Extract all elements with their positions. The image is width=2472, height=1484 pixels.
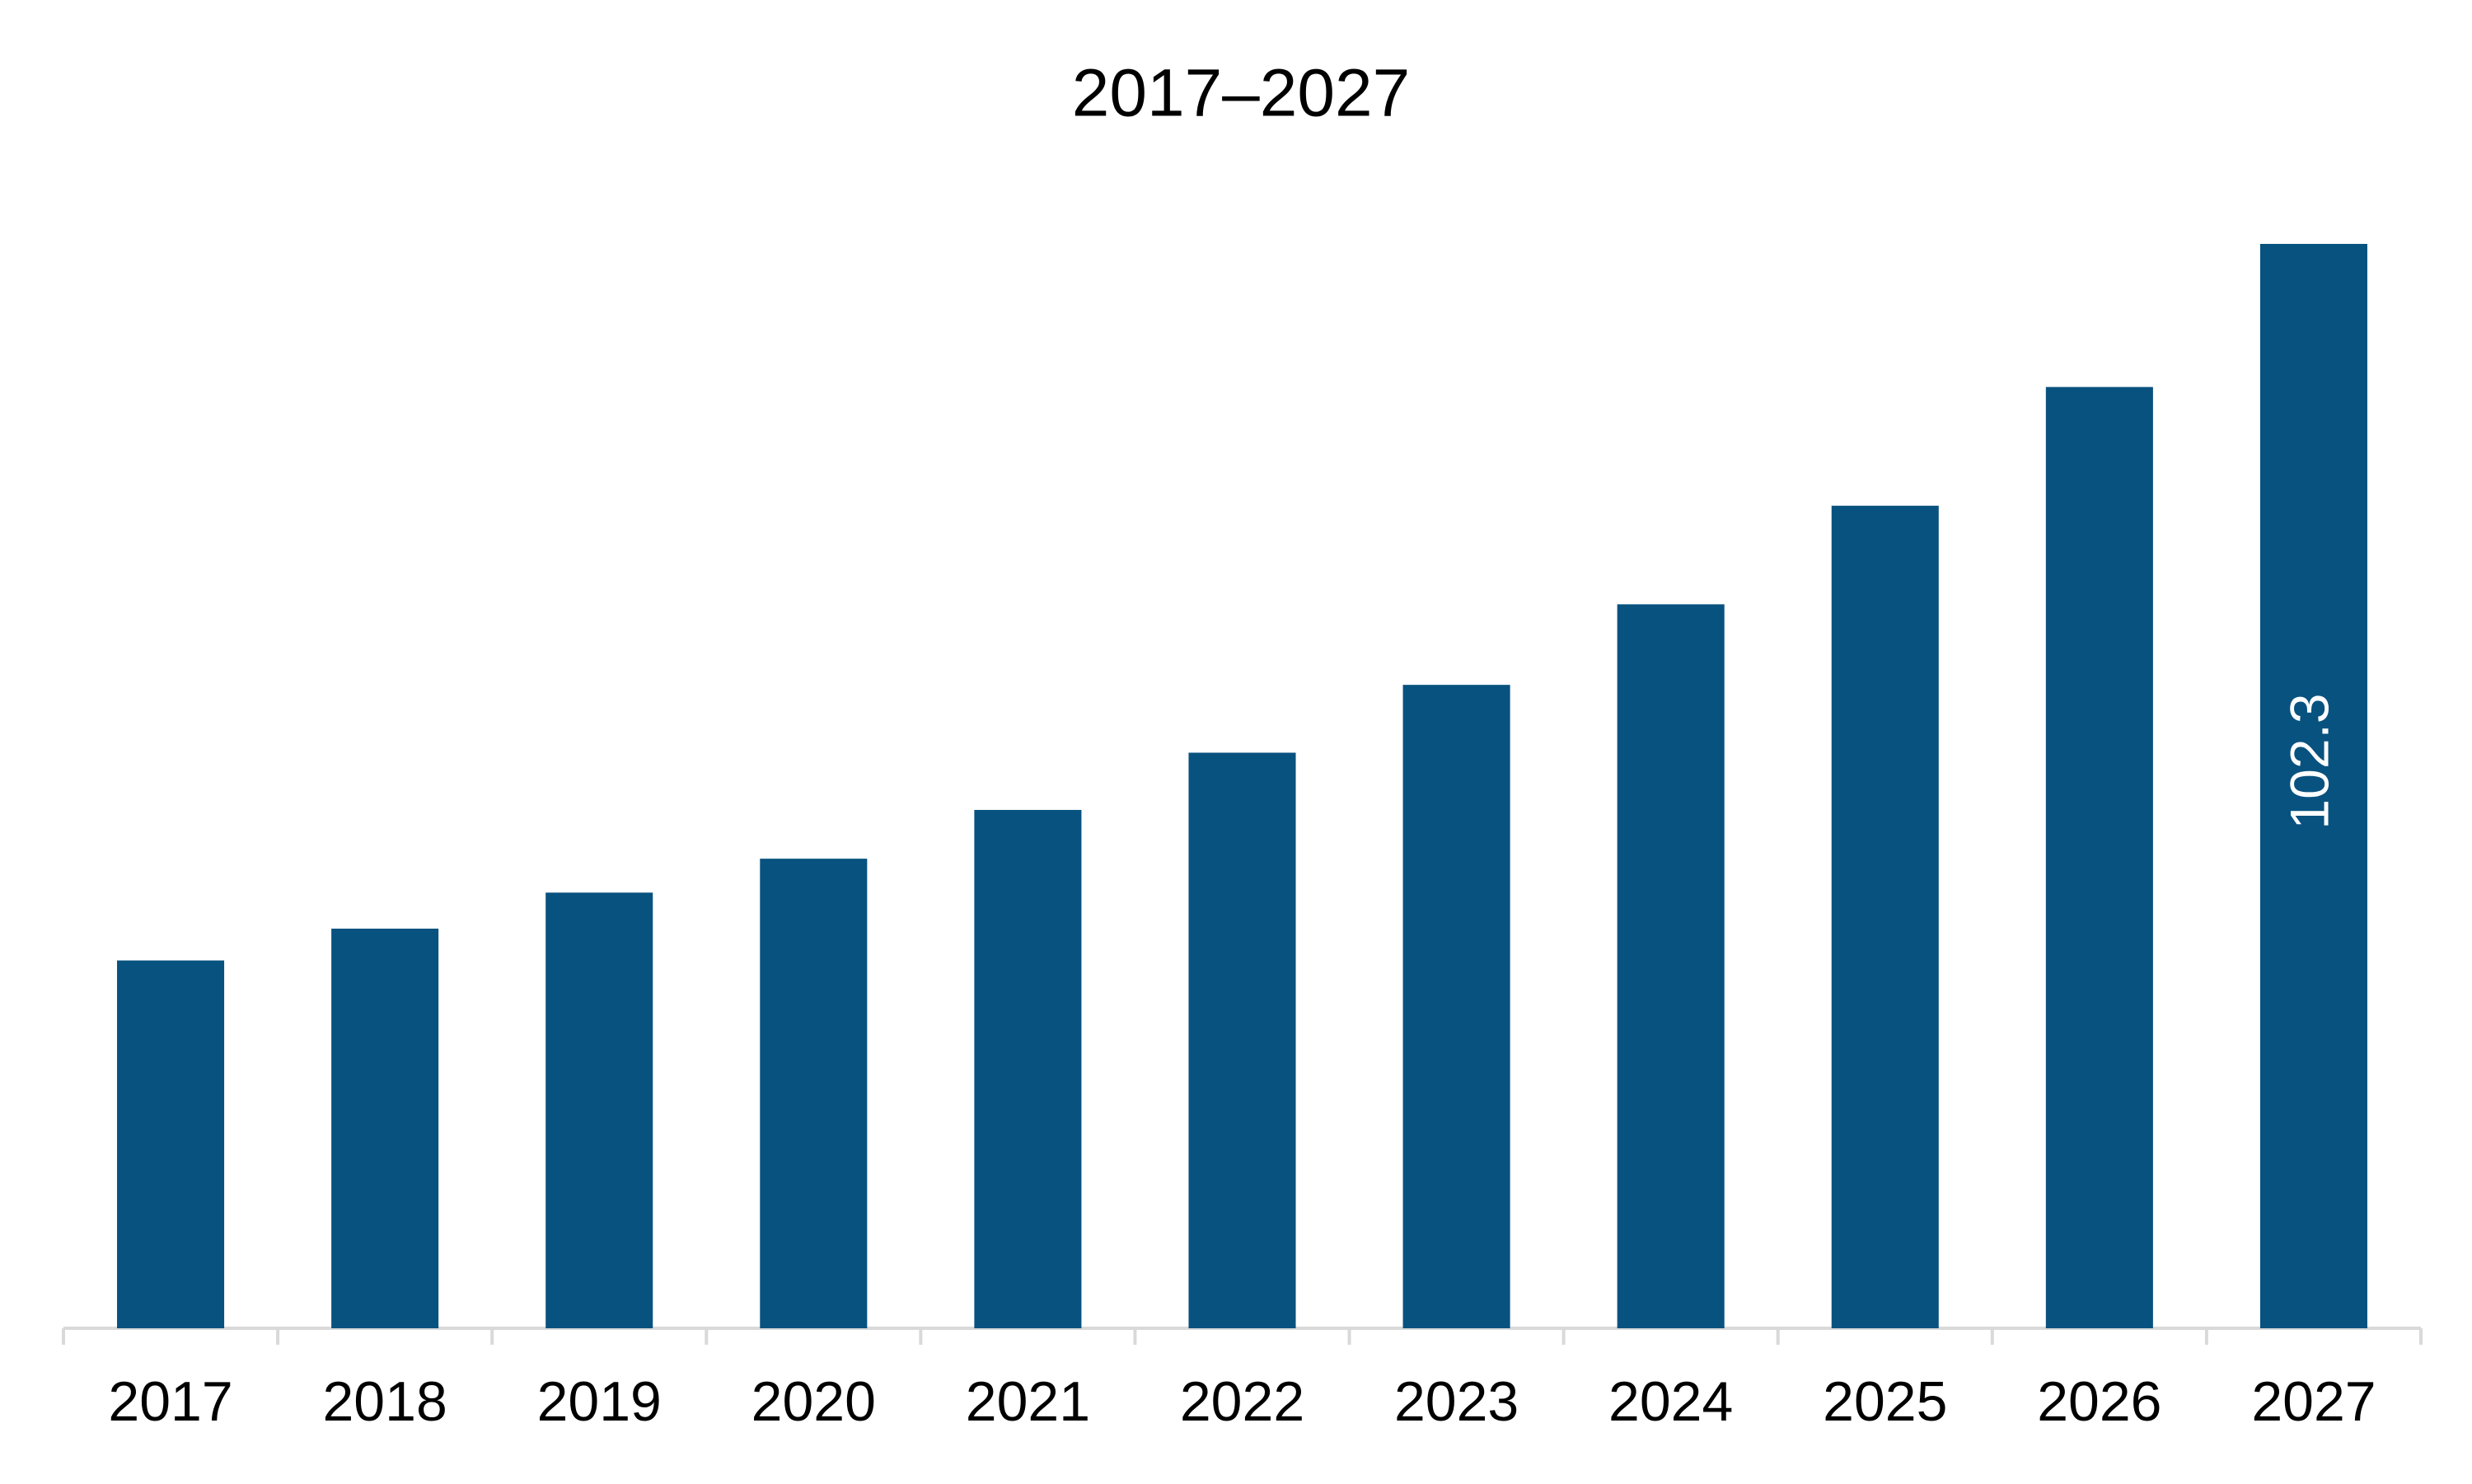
x-tick-label: 2025 xyxy=(1823,1370,1947,1433)
bar xyxy=(331,929,439,1328)
x-tick-label: 2020 xyxy=(751,1370,876,1433)
x-tick-label: 2023 xyxy=(1394,1370,1519,1433)
x-tick-label: 2026 xyxy=(2037,1370,2161,1433)
bar xyxy=(974,809,1082,1328)
x-tick-label: 2021 xyxy=(966,1370,1090,1433)
x-tick-label: 2027 xyxy=(2251,1370,2376,1433)
bar xyxy=(545,892,653,1328)
x-tick-label: 2018 xyxy=(322,1370,447,1433)
x-tick-label: 2019 xyxy=(537,1370,662,1433)
bar xyxy=(1617,604,1725,1328)
x-tick-label: 2017 xyxy=(108,1370,232,1433)
bar xyxy=(117,960,225,1328)
x-tick-label: 2024 xyxy=(1608,1370,1733,1433)
bar xyxy=(760,859,868,1328)
bar xyxy=(2259,244,2367,1328)
bar xyxy=(1188,752,1296,1328)
bar xyxy=(1402,685,1510,1328)
value-label: 102.3 xyxy=(2278,693,2339,829)
bar xyxy=(1831,505,1939,1328)
chart-title: 2017–2027 xyxy=(1072,56,1410,131)
x-tick-label: 2022 xyxy=(1180,1370,1304,1433)
bar xyxy=(2045,386,2153,1329)
